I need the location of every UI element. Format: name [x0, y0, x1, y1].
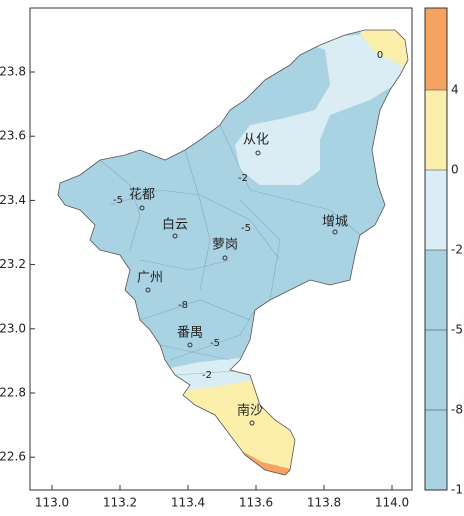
x-tick-label: 114.0: [375, 496, 409, 510]
district-label: 广州: [137, 271, 163, 286]
colorbar: 4 0 -2 -5 -8 -11: [424, 7, 464, 497]
y-tick-label: 23.8: [0, 65, 26, 79]
city-marker: [172, 233, 178, 239]
zone-fill: [355, 30, 408, 70]
contour-label: 0: [377, 50, 383, 61]
zone-fill: [235, 30, 408, 185]
city-marker: [139, 205, 145, 211]
city-marker: [222, 255, 228, 261]
colorbar-tick-label: 0: [451, 163, 459, 177]
district-label: 南沙: [237, 403, 263, 419]
y-tick-label: 22.6: [0, 450, 26, 464]
x-tick-label: 113.6: [239, 496, 273, 510]
colorbar-tick-label: -2: [451, 243, 463, 257]
y-tick-label: 23.0: [0, 321, 26, 335]
boundary-lines: [99, 124, 361, 361]
district-label: 从化: [243, 133, 269, 148]
contour-label: -5: [113, 195, 123, 206]
colorbar-band: [425, 250, 447, 330]
district-label: 萝岗: [212, 238, 238, 253]
colorbar-band: [425, 170, 447, 250]
district-label: 番禺: [177, 326, 203, 341]
district-label: 花都: [129, 187, 155, 203]
colorbar-tick-label: -8: [451, 403, 463, 417]
city-marker: [187, 342, 193, 348]
district-label: 增城: [322, 215, 348, 230]
contour-label: -2: [238, 173, 248, 184]
contour-label: -5: [210, 338, 220, 349]
colorbar-band: [425, 330, 447, 410]
y-tick-label: 23.4: [0, 193, 26, 207]
city-marker: [249, 420, 255, 426]
colorbar-band: [425, 410, 447, 490]
colorbar-band: [425, 90, 447, 170]
city-marker: [145, 287, 151, 293]
contour-label: -8: [178, 300, 188, 311]
colorbar-tick-label: -11: [451, 483, 464, 497]
x-tick-label: 113.0: [35, 496, 69, 510]
y-tick-label: 22.8: [0, 386, 26, 400]
colorbar-tick-label: 4: [451, 83, 459, 97]
axes: 113.0 113.2 113.4 113.6 113.8 114.0 23.8 23.6 23…: [0, 65, 409, 510]
district-label: 白云: [162, 217, 188, 233]
y-tick-label: 23.2: [0, 257, 26, 271]
y-tick-label: 23.6: [0, 129, 26, 143]
contour-label: -5: [241, 223, 251, 234]
city-marker: [255, 150, 261, 156]
x-tick-label: 113.2: [103, 496, 137, 510]
contour-label: -2: [202, 370, 212, 381]
colorbar-band: [425, 8, 447, 90]
colorbar-tick-label: -5: [451, 323, 463, 337]
x-tick-label: 113.4: [171, 496, 205, 510]
x-tick-label: 113.8: [307, 496, 341, 510]
city-marker: [332, 229, 338, 235]
city-markers: [139, 150, 338, 426]
